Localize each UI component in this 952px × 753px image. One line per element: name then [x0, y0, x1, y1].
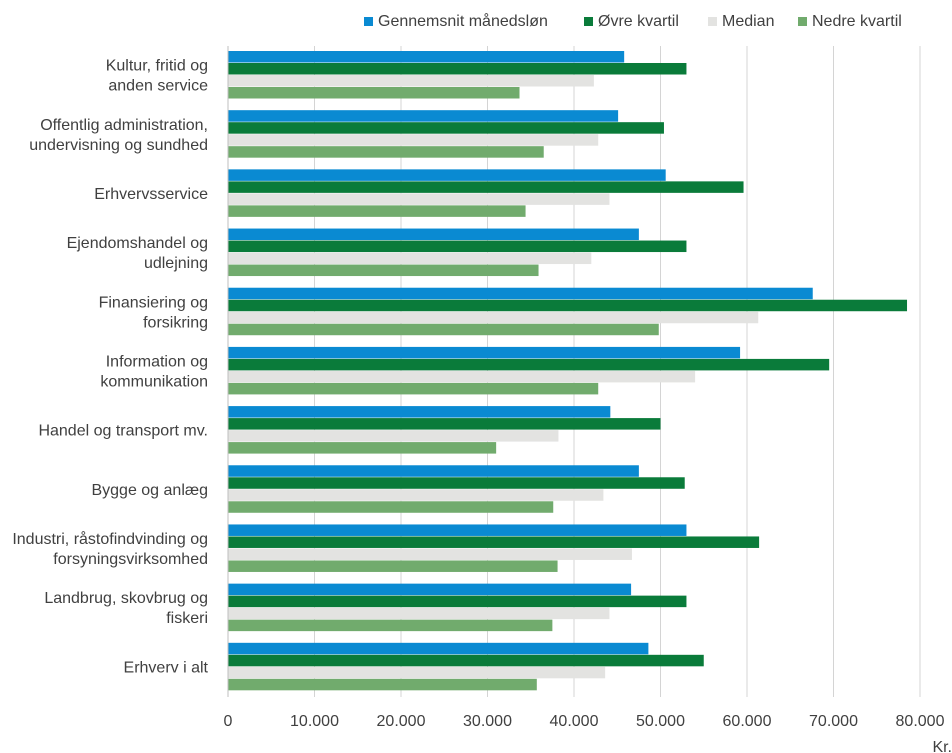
bar — [228, 75, 594, 87]
bar — [228, 465, 639, 477]
legend-swatch — [798, 17, 807, 26]
category-label: Handel og transport mv. — [38, 423, 208, 440]
bars — [228, 51, 908, 691]
legend: Gennemsnit månedsløn Øvre kvartil Median Ne… — [364, 12, 902, 30]
x-tick-labels: 0 10.000 20.000 30.000 40.000 50.000 60.000 70.… — [224, 713, 945, 730]
bar — [228, 346, 741, 359]
category-label: Information og — [106, 354, 208, 371]
bar — [228, 169, 666, 181]
bar — [228, 252, 592, 265]
x-tick-label: 80.000 — [896, 713, 945, 730]
bar — [228, 146, 544, 158]
legend-label: Øvre kvartil — [598, 13, 679, 30]
category-label: forsikring — [143, 314, 208, 331]
x-tick-label: 60.000 — [723, 713, 772, 730]
bar — [228, 536, 760, 548]
category-label: udlejning — [144, 255, 208, 272]
bar — [228, 264, 539, 277]
bar — [228, 430, 559, 442]
legend-swatch — [708, 17, 717, 26]
bar — [228, 240, 687, 253]
legend-label: Nedre kvartil — [812, 13, 902, 30]
bar — [228, 323, 659, 336]
x-tick-label: 10.000 — [290, 713, 339, 730]
bar — [228, 654, 704, 667]
bar — [228, 370, 696, 383]
legend-swatch — [584, 17, 593, 26]
category-label: kommunikation — [100, 374, 208, 391]
bar — [228, 228, 639, 241]
bar — [228, 524, 687, 536]
category-label: Offentlig administration, — [40, 117, 208, 134]
bar — [228, 311, 759, 324]
bar — [228, 299, 908, 312]
legend-label: Median — [722, 13, 774, 30]
category-label: anden service — [108, 78, 208, 95]
category-label: Bygge og anlæg — [91, 482, 208, 499]
bar — [228, 583, 632, 596]
bar — [228, 51, 625, 63]
category-label: Kultur, fritid og — [106, 58, 208, 75]
bar — [228, 122, 664, 134]
category-label: Erhverv i alt — [124, 659, 209, 676]
bar — [228, 666, 606, 679]
category-label: Industri, råstofindvinding og — [12, 530, 208, 548]
category-label: Landbrug, skovbrug og — [44, 590, 208, 607]
bar — [228, 560, 558, 572]
bar — [228, 358, 830, 371]
bar — [228, 595, 687, 608]
bar — [228, 205, 526, 217]
category-label: forsyningsvirksomhed — [53, 551, 208, 568]
x-tick-label: 20.000 — [377, 713, 426, 730]
bar — [228, 193, 610, 205]
bar — [228, 501, 554, 513]
bar — [228, 382, 599, 395]
bar — [228, 548, 632, 560]
bar — [228, 418, 661, 430]
category-label: Ejendomshandel og — [67, 235, 208, 252]
bar — [228, 134, 599, 146]
bar — [228, 406, 611, 418]
bar — [228, 87, 520, 99]
x-tick-label: 30.000 — [463, 713, 512, 730]
x-unit-label: Kr. — [932, 739, 952, 753]
category-label: Erhvervsservice — [94, 186, 208, 203]
bar — [228, 181, 744, 193]
category-label: undervisning og sundhed — [29, 137, 208, 154]
bar — [228, 678, 537, 691]
x-tick-label: 0 — [224, 713, 233, 730]
legend-label: Gennemsnit månedsløn — [378, 12, 548, 30]
x-tick-label: 70.000 — [809, 713, 858, 730]
bar — [228, 110, 619, 122]
bar — [228, 607, 610, 620]
x-tick-label: 50.000 — [636, 713, 685, 730]
bar — [228, 489, 604, 501]
category-label: fiskeri — [166, 610, 208, 627]
legend-swatch — [364, 17, 373, 26]
x-tick-label: 40.000 — [550, 713, 599, 730]
bar — [228, 477, 685, 489]
bar — [228, 642, 649, 655]
category-label: Finansiering og — [99, 294, 208, 311]
bar — [228, 619, 553, 632]
category-labels: Kultur, fritid og anden service Offentlig … — [12, 58, 208, 677]
bar — [228, 287, 813, 300]
bar — [228, 442, 497, 454]
bar — [228, 63, 687, 75]
